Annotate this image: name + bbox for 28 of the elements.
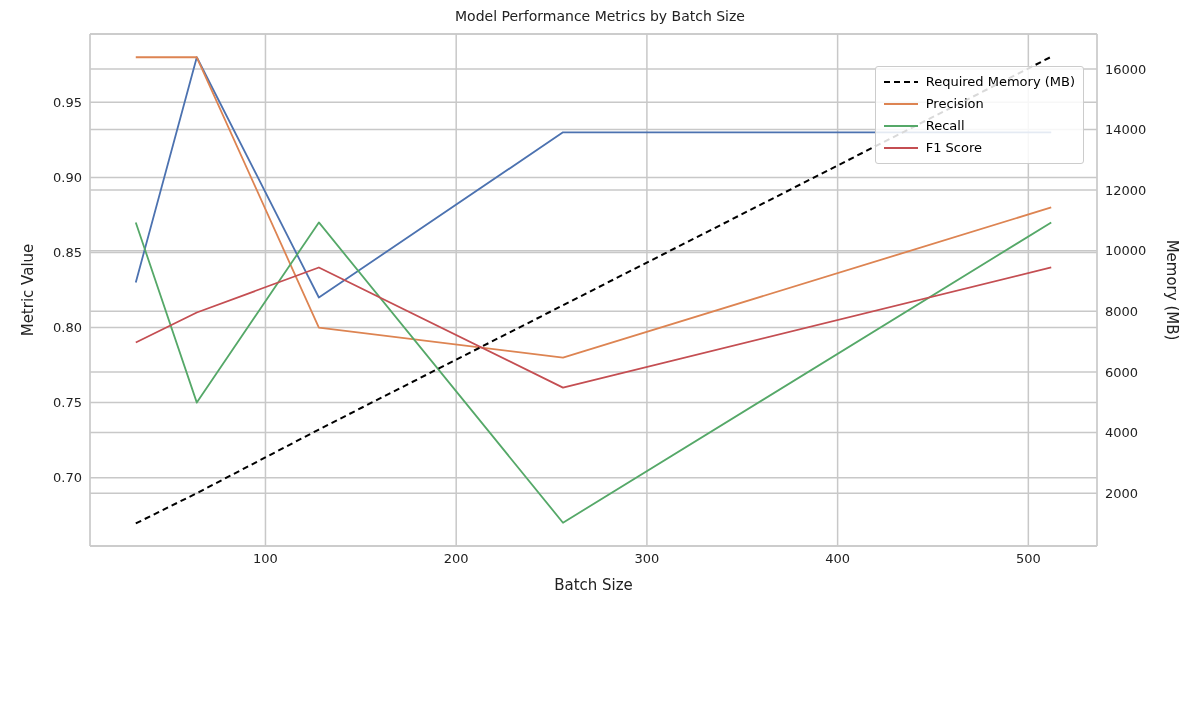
x-tick-label: 200 xyxy=(443,551,469,567)
legend-label: F1 Score xyxy=(925,139,983,157)
x-tick-label: 100 xyxy=(253,551,278,567)
legend-label: Required Memory (MB) xyxy=(925,73,1075,91)
y2-tick-label: 10000 xyxy=(1105,243,1147,259)
legend-label: Precision xyxy=(925,95,984,113)
x-tick-label: 300 xyxy=(634,551,660,567)
x-axis-title: Batch Size xyxy=(554,576,633,594)
line-series xyxy=(134,266,1053,389)
y-tick-label: 0.70 xyxy=(53,470,82,486)
legend-label: Recall xyxy=(925,117,965,135)
x-tick-label: 400 xyxy=(825,551,851,567)
y-tick-label: 0.95 xyxy=(53,94,82,110)
y2-tick-label: 8000 xyxy=(1105,303,1139,319)
y2-tick-label: 2000 xyxy=(1105,485,1139,501)
x-tick-label: 500 xyxy=(1015,551,1041,567)
y2-tick-label: 16000 xyxy=(1105,61,1147,77)
chart-title: Model Performance Metrics by Batch Size xyxy=(454,8,746,26)
y2-tick-label: 4000 xyxy=(1105,425,1139,441)
y2-tick-label: 12000 xyxy=(1105,182,1147,198)
y2-tick-label: 14000 xyxy=(1105,122,1147,138)
y-tick-label: 0.75 xyxy=(53,395,82,411)
y-tick-label: 0.80 xyxy=(53,320,82,336)
y-tick-label: 0.85 xyxy=(53,245,82,261)
y-tick-label: 0.90 xyxy=(53,170,82,186)
y2-axis-title: Memory (MB) xyxy=(1162,239,1181,341)
y2-tick-label: 6000 xyxy=(1105,364,1139,380)
y-axis-title: Metric Value xyxy=(19,243,38,337)
